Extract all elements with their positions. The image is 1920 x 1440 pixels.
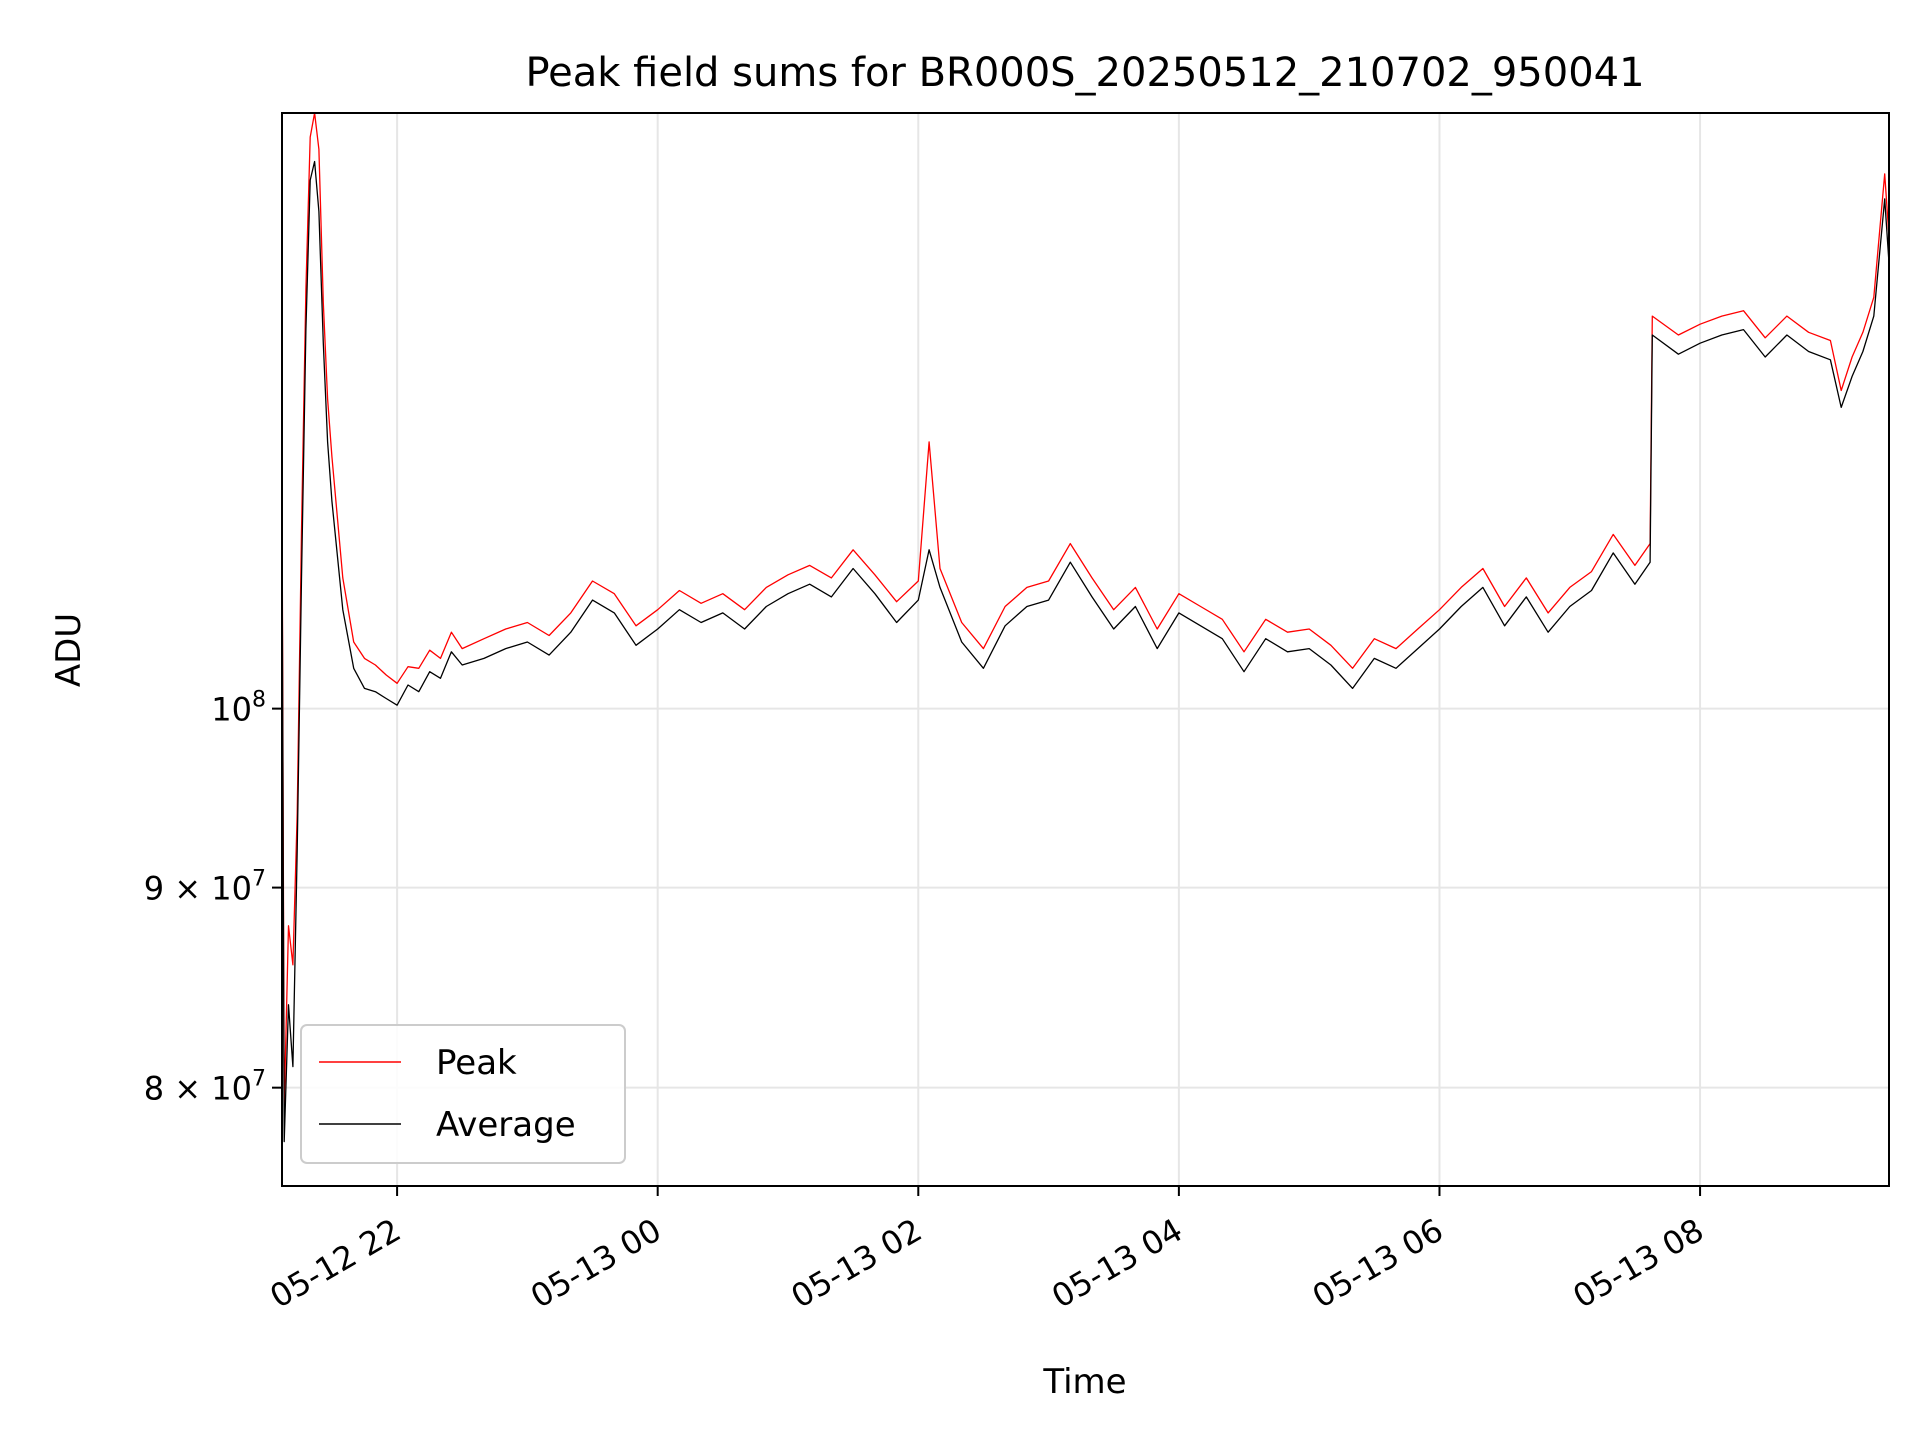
series-line-average <box>281 160 1890 1143</box>
legend-box <box>300 1024 626 1164</box>
legend: Peak Average <box>300 1024 626 1164</box>
y-tick-label-exponent: 8 <box>252 688 266 713</box>
y-tick-label-base: 8 × 10 <box>144 1070 252 1108</box>
y-tick-label-base: 10 <box>211 691 252 729</box>
y-tick-label: 9 × 107 <box>144 867 266 908</box>
y-tick-label-base: 9 × 10 <box>144 870 252 908</box>
series-line-peak <box>281 112 1890 1110</box>
legend-label-average: Average <box>436 1105 576 1145</box>
chart-title: Peak field sums for BR000S_20250512_2107… <box>525 50 1644 96</box>
series-group <box>281 112 1890 1143</box>
legend-label-peak: Peak <box>436 1043 517 1083</box>
y-tick-label: 8 × 107 <box>144 1067 266 1108</box>
grid-lines <box>282 113 1889 1186</box>
plot-area-frame <box>281 112 1890 1187</box>
y-tick-label-exponent: 7 <box>252 867 266 892</box>
y-axis-label: ADU <box>49 613 89 687</box>
y-tick-label-exponent: 7 <box>252 1067 266 1092</box>
x-axis-label: Time <box>1042 1362 1126 1402</box>
y-tick-label: 108 <box>211 688 266 729</box>
